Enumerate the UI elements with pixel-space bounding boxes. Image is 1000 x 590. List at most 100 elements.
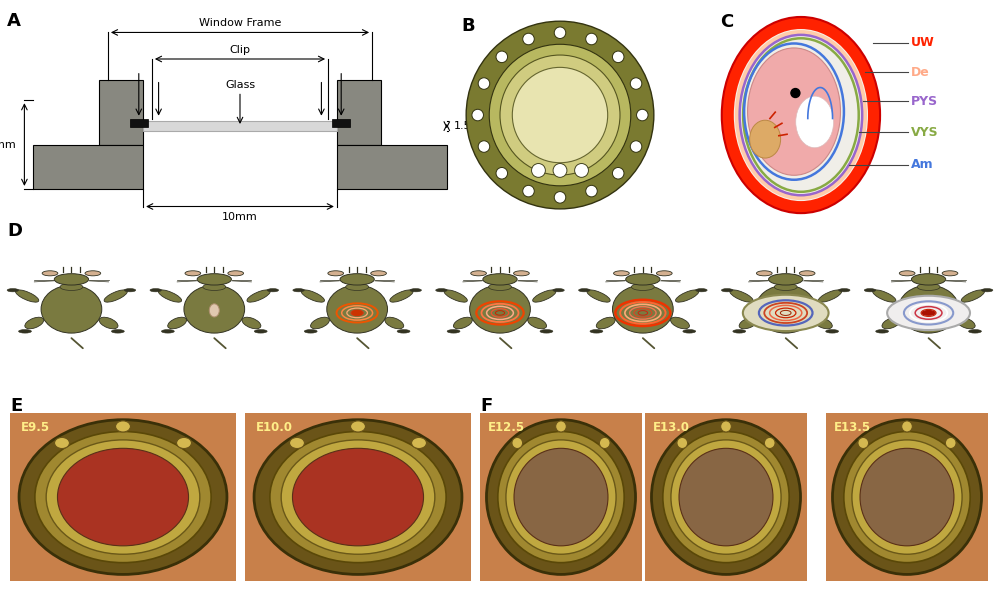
Ellipse shape — [887, 296, 970, 330]
Ellipse shape — [917, 283, 940, 290]
Circle shape — [498, 431, 624, 563]
Text: E: E — [10, 396, 22, 415]
Ellipse shape — [587, 290, 610, 302]
Ellipse shape — [124, 289, 136, 292]
Circle shape — [496, 168, 508, 179]
Circle shape — [486, 419, 636, 575]
Text: Window Frame: Window Frame — [199, 18, 281, 28]
Ellipse shape — [631, 283, 654, 290]
Ellipse shape — [327, 285, 388, 333]
Ellipse shape — [304, 330, 317, 333]
Circle shape — [599, 437, 610, 448]
Ellipse shape — [228, 271, 244, 276]
Ellipse shape — [197, 274, 231, 285]
Ellipse shape — [25, 317, 44, 329]
Bar — [337, 145, 447, 189]
Ellipse shape — [470, 285, 530, 333]
Ellipse shape — [514, 271, 529, 276]
Ellipse shape — [876, 330, 889, 333]
Ellipse shape — [740, 35, 862, 195]
Ellipse shape — [721, 289, 733, 292]
Circle shape — [177, 437, 191, 448]
Text: F: F — [480, 396, 492, 415]
Text: 3mm: 3mm — [0, 140, 16, 149]
Ellipse shape — [301, 290, 324, 302]
Ellipse shape — [60, 283, 83, 290]
Ellipse shape — [242, 317, 261, 329]
Circle shape — [292, 448, 424, 546]
Ellipse shape — [826, 330, 839, 333]
Ellipse shape — [676, 290, 699, 302]
Circle shape — [46, 440, 200, 554]
Ellipse shape — [614, 271, 629, 276]
Text: E13.5: E13.5 — [834, 421, 871, 434]
Circle shape — [55, 437, 69, 448]
Ellipse shape — [755, 285, 816, 333]
Circle shape — [351, 421, 365, 432]
Circle shape — [553, 163, 567, 178]
Ellipse shape — [799, 271, 815, 276]
Text: A: A — [7, 12, 21, 30]
Ellipse shape — [16, 290, 39, 302]
Ellipse shape — [390, 290, 413, 302]
Circle shape — [116, 421, 130, 432]
Circle shape — [281, 440, 435, 554]
Ellipse shape — [483, 274, 517, 285]
Ellipse shape — [489, 283, 511, 290]
Ellipse shape — [769, 274, 803, 285]
Ellipse shape — [346, 283, 369, 290]
Circle shape — [523, 33, 534, 45]
Ellipse shape — [839, 289, 850, 292]
Bar — [143, 121, 337, 132]
Ellipse shape — [969, 330, 981, 333]
Circle shape — [19, 419, 227, 575]
Bar — [332, 119, 350, 127]
Ellipse shape — [410, 289, 421, 292]
Circle shape — [858, 437, 869, 448]
Text: E9.5: E9.5 — [21, 421, 50, 434]
Text: E12.5: E12.5 — [488, 421, 525, 434]
Circle shape — [412, 437, 426, 448]
Ellipse shape — [898, 285, 959, 333]
Circle shape — [677, 437, 688, 448]
Ellipse shape — [293, 289, 304, 292]
Ellipse shape — [818, 290, 842, 302]
Circle shape — [630, 78, 642, 89]
Ellipse shape — [397, 330, 410, 333]
Ellipse shape — [739, 317, 758, 329]
Circle shape — [637, 109, 648, 121]
Ellipse shape — [730, 290, 753, 302]
Circle shape — [556, 421, 566, 432]
Text: De: De — [911, 66, 930, 79]
Circle shape — [721, 421, 731, 432]
Circle shape — [902, 421, 912, 432]
Ellipse shape — [533, 290, 556, 302]
Ellipse shape — [267, 289, 279, 292]
Ellipse shape — [626, 274, 660, 285]
Text: E10.0: E10.0 — [256, 421, 293, 434]
Ellipse shape — [590, 330, 603, 333]
Ellipse shape — [956, 317, 975, 329]
Ellipse shape — [385, 317, 404, 329]
Ellipse shape — [41, 285, 102, 333]
Text: 1.5mm: 1.5mm — [453, 121, 493, 131]
Ellipse shape — [444, 290, 467, 302]
Bar — [33, 145, 143, 189]
Circle shape — [478, 78, 490, 89]
Circle shape — [679, 448, 773, 546]
Ellipse shape — [203, 283, 226, 290]
Circle shape — [270, 431, 446, 563]
Ellipse shape — [734, 29, 868, 201]
Text: E13.0: E13.0 — [653, 421, 690, 434]
Circle shape — [290, 437, 304, 448]
Circle shape — [554, 192, 566, 203]
Circle shape — [57, 448, 189, 546]
Ellipse shape — [471, 271, 486, 276]
Text: UW: UW — [911, 36, 935, 50]
Text: Glass: Glass — [225, 80, 255, 90]
Ellipse shape — [352, 311, 362, 315]
Circle shape — [922, 311, 935, 315]
Text: D: D — [7, 222, 22, 240]
Text: Am: Am — [911, 158, 934, 171]
Text: VYS: VYS — [911, 126, 939, 139]
